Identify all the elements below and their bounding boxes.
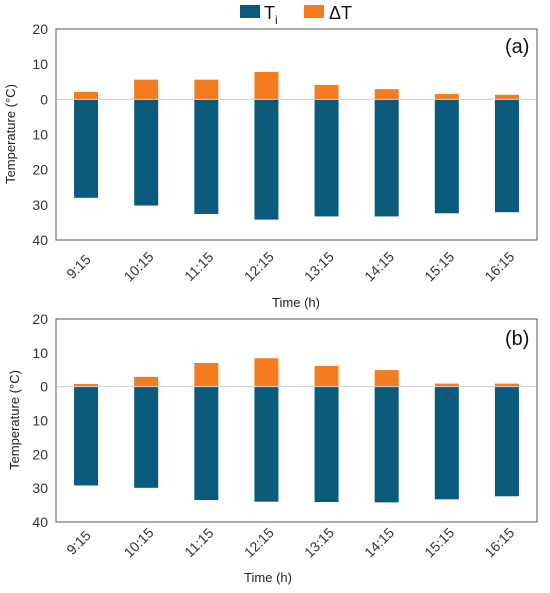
legend-label-ti: Ti [264, 3, 278, 27]
x-tick-label: 9:15 [63, 527, 94, 558]
x-tick-label: 10:15 [121, 524, 157, 560]
legend-label-delta-t: ΔT [329, 3, 352, 23]
bar-ti [194, 99, 219, 214]
bar-ti [314, 386, 339, 503]
y-tick-label: 0 [40, 379, 48, 395]
y-tick-label: 20 [32, 446, 48, 462]
panel-b: (b) Time (h) Temperature (°C) 20 10 0 10 20 3… [7, 311, 538, 585]
x-tick-label: 15:15 [421, 524, 457, 560]
legend-label-ti-base: T [264, 3, 275, 23]
bar-delta-t [494, 383, 519, 387]
y-tick-label: 20 [32, 21, 48, 37]
x-tick-label: 16:15 [481, 248, 517, 284]
y-tick-label: 10 [32, 56, 48, 72]
bar-delta-t [194, 362, 219, 387]
x-tick-label: 15:15 [421, 248, 457, 284]
y-tick-label: 20 [32, 311, 48, 327]
bar-ti [494, 99, 519, 213]
x-tick-label: 13:15 [301, 248, 337, 284]
bar-delta-t [374, 370, 399, 387]
panel-a: (a) Time (h) Temperature (°C) 20 10 0 10 20 3… [3, 21, 538, 310]
panel-a-y-ticks: 20 10 0 10 20 30 40 [32, 21, 48, 248]
y-tick-label: 30 [32, 197, 48, 213]
x-tick-label: 11:15 [181, 525, 217, 561]
bar-ti [74, 386, 99, 486]
bar-ti [434, 99, 459, 214]
bar-ti [194, 386, 219, 501]
bar-delta-t [314, 366, 339, 387]
y-tick-label: 10 [32, 345, 48, 361]
x-tick-label: 16:15 [481, 524, 517, 560]
bar-ti [434, 386, 459, 500]
x-tick-label: 12:15 [241, 248, 277, 284]
bar-ti [494, 386, 519, 497]
panel-a-y-axis-title: Temperature (°C) [3, 84, 18, 184]
panel-b-y-axis-title: Temperature (°C) [7, 370, 22, 470]
bar-delta-t [254, 71, 279, 100]
bar-delta-t [74, 383, 99, 387]
bar-delta-t [134, 79, 159, 100]
bar-ti [314, 99, 339, 217]
x-tick-label: 9:15 [63, 251, 94, 282]
bar-delta-t [434, 94, 459, 100]
bar-ti [134, 386, 159, 488]
bar-ti [254, 99, 279, 220]
bar-delta-t [134, 376, 159, 387]
bar-delta-t [74, 91, 99, 100]
x-tick-label: 12:15 [241, 524, 277, 560]
x-tick-label: 13:15 [301, 524, 337, 560]
panel-a-tag: (a) [505, 36, 529, 58]
bar-delta-t [494, 94, 519, 100]
bar-ti [134, 99, 159, 206]
y-tick-label: 20 [32, 162, 48, 178]
x-tick-label: 14:15 [361, 248, 397, 284]
panel-b-frame [55, 318, 538, 523]
x-tick-label: 14:15 [361, 524, 397, 560]
x-tick-label: 11:15 [181, 249, 217, 285]
bar-delta-t [374, 89, 399, 100]
legend-label-ti-sub: i [275, 13, 278, 27]
bar-ti [374, 386, 399, 503]
y-tick-label: 10 [32, 413, 48, 429]
bar-delta-t [194, 79, 219, 100]
y-tick-label: 40 [32, 232, 48, 248]
y-tick-label: 30 [32, 480, 48, 496]
panel-b-y-ticks: 20 10 0 10 20 30 40 [32, 311, 48, 530]
panel-b-bars [74, 358, 519, 503]
bar-delta-t [314, 84, 339, 100]
panel-a-bars [74, 71, 519, 220]
panel-a-x-ticks: 9:15 10:15 11:15 12:15 13:15 14:15 15:15 16:15 [63, 248, 517, 284]
x-tick-label: 10:15 [121, 248, 157, 284]
panel-a-frame [55, 28, 538, 241]
legend-swatch-delta-t [304, 5, 324, 18]
bar-ti [254, 386, 279, 502]
bar-ti [74, 99, 99, 198]
panel-a-x-axis-title: Time (h) [272, 295, 320, 310]
bar-delta-t [254, 358, 279, 387]
y-tick-label: 10 [32, 127, 48, 143]
panel-b-tag: (b) [505, 328, 529, 350]
legend: Ti ΔT [240, 3, 352, 27]
y-tick-label: 0 [40, 91, 48, 107]
panel-b-x-ticks: 9:15 10:15 11:15 12:15 13:15 14:15 15:15 16:15 [63, 524, 517, 560]
panel-b-x-axis-title: Time (h) [244, 570, 292, 585]
bar-delta-t [434, 383, 459, 387]
bar-ti [374, 99, 399, 217]
legend-swatch-ti [240, 5, 260, 18]
y-tick-label: 40 [32, 514, 48, 530]
